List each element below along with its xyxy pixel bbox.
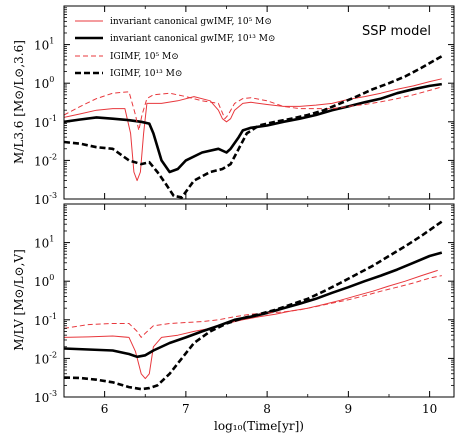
top-series-group [64,55,443,199]
top-series-line-2 [64,82,442,174]
legend-label-3: IGIMF, 10⁵ M⊙ [110,52,179,62]
top-ticks [63,5,454,200]
bottom-ytick-label: 10-1 [34,312,57,328]
top-ytick-label: 10-1 [34,114,57,130]
ssp-model-annotation: SSP model [362,24,431,39]
xtick-label: 10 [422,402,437,416]
bottom-series-line-1 [64,269,438,380]
legend-label-1: invariant canonical gwIMF, 10⁵ M⊙ [110,17,272,27]
top-ylabel: M/L3.6 [M⊙/L⊙,3.6] [12,40,26,164]
bottom-ytick-label: 10-2 [34,350,57,366]
top-ytick-label: 100 [34,75,54,91]
bottom-series-line-2 [64,251,443,359]
bottom-plot-frame [63,203,455,398]
top-series-line-4 [64,55,443,199]
legend: invariant canonical gwIMF, 10⁵ M⊙ invari… [75,17,275,79]
xtick-label: 9 [345,402,353,416]
bottom-series-line-3 [64,275,442,338]
xtick-label: 6 [101,402,109,416]
bottom-ytick-label: 100 [34,273,54,289]
x-axis-label: log₁₀(Time[yr]) [214,419,304,433]
bottom-ytick-label: 101 [34,235,54,251]
top-ytick-label: 10-3 [34,191,57,207]
bottom-series-line-4 [64,220,443,391]
bottom-ylabel: M/LV [M⊙/L⊙,V] [12,249,26,351]
bottom-ytick-label: 10-3 [34,389,57,405]
bottom-series-group [64,220,443,391]
top-plot-frame [63,5,455,200]
bottom-panel: 10-3 10-2 10-1 100 101 6 7 8 9 10 log₁₀(Time[yr]… [12,203,455,433]
xtick-label: 7 [182,402,190,416]
legend-label-2: invariant canonical gwIMF, 10¹³ M⊙ [110,34,275,44]
xtick-labels: 6 7 8 9 10 [101,402,437,416]
top-ytick-label: 10-2 [34,152,57,168]
xtick-label: 8 [263,402,271,416]
bottom-ticks [63,203,454,398]
top-series-line-1 [64,78,442,182]
legend-label-4: IGIMF, 10¹³ M⊙ [110,69,182,79]
top-panel: 10-3 10-2 10-1 100 101 invariant canonical g… [12,5,455,207]
top-ytick-label: 101 [34,37,54,53]
bottom-ytick-labels: 10-3 10-2 10-1 100 101 [34,235,57,405]
top-ytick-labels: 10-3 10-2 10-1 100 101 [34,37,57,207]
top-series-line-3 [64,86,442,131]
